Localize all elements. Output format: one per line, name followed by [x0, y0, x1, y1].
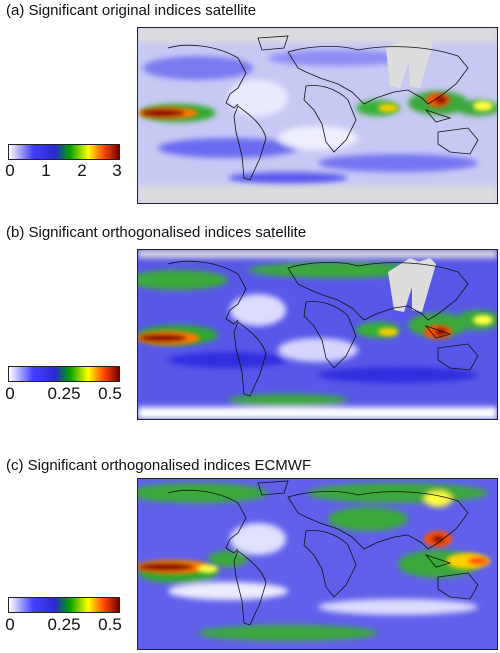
panel-c-title: (c) Significant orthogonalised indices E…	[6, 457, 312, 474]
panel-b-tick-2: 0.5	[98, 384, 122, 403]
panel-c-heatmap	[138, 479, 497, 649]
panel-a-colorbar-ticks: 0 1 2 3	[0, 161, 130, 181]
panel-b-colorbar	[8, 366, 120, 382]
panel-b-tick-0: 0	[5, 384, 15, 403]
panel-b-map	[137, 249, 498, 420]
panel-b-colorbar-ticks: 0 0.25 0.5	[0, 384, 130, 404]
panel-a-tick-0: 0	[5, 161, 15, 180]
panel-a-tick-3: 3	[112, 161, 122, 180]
panel-a-colorbar	[8, 144, 120, 160]
panel-c-tick-0: 0	[5, 615, 15, 634]
panel-c-colorbar-ticks: 0 0.25 0.5	[0, 615, 130, 635]
panel-b-title: (b) Significant orthogonalised indices s…	[6, 224, 307, 241]
panel-a-heatmap	[138, 28, 497, 203]
panel-c-map	[137, 478, 498, 650]
panel-c-tick-1: 0.25	[47, 615, 81, 634]
panel-c-tick-2: 0.5	[98, 615, 122, 634]
panel-a-title: (a) Significant original indices satelli…	[6, 2, 257, 19]
panel-a-tick-2: 2	[77, 161, 87, 180]
panel-a-tick-1: 1	[41, 161, 51, 180]
panel-b-heatmap	[138, 250, 497, 419]
panel-a-map	[137, 27, 498, 204]
panel-c-colorbar	[8, 597, 120, 613]
panel-b-tick-1: 0.25	[47, 384, 81, 403]
